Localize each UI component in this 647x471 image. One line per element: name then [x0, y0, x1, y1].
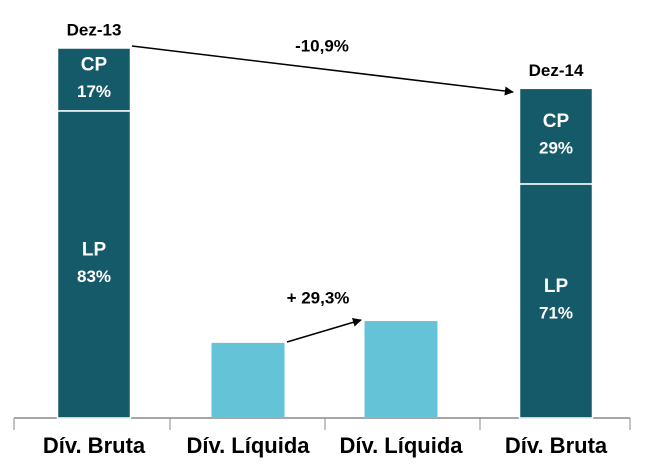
x-tick-label: Dív. Líquida — [339, 433, 463, 458]
segment-name: LP — [544, 276, 569, 297]
bar-segment — [56, 47, 132, 112]
data-label: 29% — [539, 139, 573, 158]
bar-segment — [518, 183, 594, 419]
bar — [364, 321, 438, 418]
segment-name: CP — [543, 111, 570, 132]
change-arrow — [131, 45, 514, 96]
bar — [211, 342, 285, 418]
segment-name: LP — [82, 239, 107, 260]
data-label: 17% — [77, 82, 111, 101]
period-label: Dez-14 — [529, 61, 584, 80]
change-arrow — [286, 317, 362, 343]
data-label: 83% — [77, 267, 111, 286]
change-label: -10,9% — [295, 36, 349, 55]
x-tick-label: Dív. Líquida — [186, 433, 310, 458]
change-label: + 29,3% — [287, 288, 350, 307]
x-tick-label: Dív. Bruta — [505, 433, 608, 458]
data-label: 71% — [539, 303, 573, 322]
bar-segment — [56, 110, 132, 419]
period-label: Dez-13 — [67, 20, 122, 39]
bar-segment — [518, 87, 594, 185]
x-tick-label: Dív. Bruta — [43, 433, 146, 458]
segment-name: CP — [81, 54, 108, 75]
